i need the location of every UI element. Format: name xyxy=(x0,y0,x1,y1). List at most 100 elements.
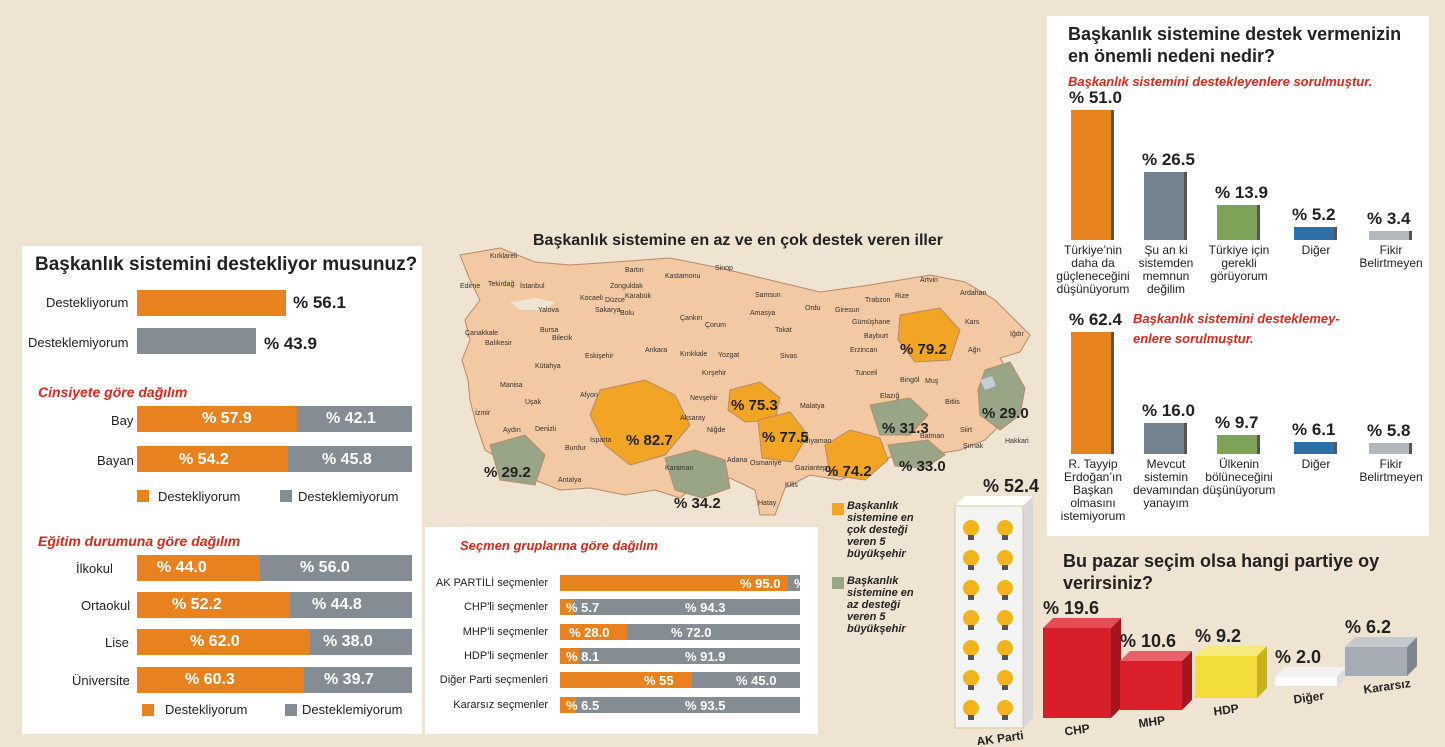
map-city-label: Trabzon xyxy=(865,297,891,304)
reason-bar-label-line: Erdoğan’ın xyxy=(1063,470,1123,484)
map-city-label: Yalova xyxy=(538,307,559,314)
support-no-value: % 43.9 xyxy=(264,334,317,353)
reason-bar-label-line: Ülkenin xyxy=(1218,457,1260,471)
reason-bar-value: % 16.0 xyxy=(1142,401,1195,420)
edu-ortaokul-label: Ortaokul xyxy=(81,598,131,613)
map-city-label: Bursa xyxy=(540,327,558,334)
map-city-label: Kırklareli xyxy=(490,253,518,260)
reason-bar-value: % 5.2 xyxy=(1292,205,1336,224)
map-city-label: Tokat xyxy=(775,327,792,334)
gender-bay-yes-value: % 57.9 xyxy=(202,410,252,427)
support-no-bar xyxy=(137,328,256,354)
ak-bulb-base-icon xyxy=(1002,565,1008,570)
voter-no-value: % 45.0 xyxy=(736,673,777,689)
voter-yes-value: % 55 xyxy=(644,673,674,689)
edu-ilkokul-no-value: % 56.0 xyxy=(300,559,350,576)
reason-bar-value: % 5.8 xyxy=(1367,421,1411,440)
sanliurfa-region xyxy=(824,429,889,481)
reason-bar-label-line: Diğer xyxy=(1301,457,1331,471)
edu-ilkokul-yes-value: % 44.0 xyxy=(157,559,207,576)
mersin-region xyxy=(664,449,731,499)
voter-yes-value: % 8.1 xyxy=(566,648,600,664)
map-city-label: Samsun xyxy=(755,292,781,299)
voter-no-bar xyxy=(576,696,800,713)
map-city-labels: Kırklareli Edirne Tekirdağ İstanbul Bartın Ka… xyxy=(460,253,1029,507)
gender-bayan-label: Bayan xyxy=(97,453,134,468)
vote-bar-top xyxy=(1043,618,1121,628)
edu-ortaokul-yes-value: % 52.2 xyxy=(172,596,222,613)
konya-region xyxy=(589,379,691,466)
erzurum-region xyxy=(897,307,961,363)
map-city-label: Adana xyxy=(727,457,747,464)
map-legend-least: Başkanlık sistemine en az desteği veren … xyxy=(847,575,914,635)
map-city-label: Kastamonu xyxy=(665,273,701,280)
reason-bar-value: % 62.4 xyxy=(1069,310,1122,329)
map-value-mugla: % 29.2 xyxy=(484,464,531,481)
map-city-label: Ardahan xyxy=(960,290,987,297)
map-city-label: Giresun xyxy=(835,307,860,314)
gender-bayan-yes-bar xyxy=(137,446,288,472)
map-value-mardin: % 33.0 xyxy=(899,458,946,475)
vote-bar-side xyxy=(1111,618,1121,718)
map-value-kayseri: % 75.3 xyxy=(731,397,778,414)
map-city-label: Kırşehir xyxy=(702,370,727,377)
map-city-label: Rize xyxy=(895,293,909,300)
ak-bulb-icon xyxy=(963,550,979,566)
map-city-label: Edirne xyxy=(460,283,480,290)
reason-title-1: Başkanlık sistemine destek vermenizin xyxy=(1068,24,1402,44)
vote-bar-side xyxy=(1407,637,1417,676)
map-city-label: Ordu xyxy=(805,305,821,312)
voter-no-bar xyxy=(788,575,800,591)
reason-bar-label-line: daha da xyxy=(1071,256,1115,270)
vote-bar-top xyxy=(955,496,1033,506)
ak-bulb-base-icon xyxy=(1002,595,1008,600)
voter-yes-bar xyxy=(560,599,574,616)
ak-bulb-icon xyxy=(963,580,979,596)
map-city-label: Çankırı xyxy=(680,315,703,322)
reason-bar-value: % 9.7 xyxy=(1215,413,1259,432)
map-city-label: Kilis xyxy=(785,482,798,489)
reason-bar-label-line: değilim xyxy=(1146,282,1185,296)
reason-bar-label-line: Fikir xyxy=(1379,243,1403,257)
voter-yes-bar xyxy=(560,672,692,689)
ak-bulb-icon xyxy=(997,700,1013,716)
map-value-kmaras: % 77.5 xyxy=(762,429,809,446)
vote-bar-top xyxy=(1120,651,1192,661)
lake-van xyxy=(980,376,996,390)
reason-bar-label: Fikir Belirtmeyen xyxy=(1351,458,1431,484)
map-city-label: Sivas xyxy=(780,353,798,360)
reason-bar-label: Türkiye için gerekli görüyorum xyxy=(1199,244,1279,283)
vote-bar-value: % 19.6 xyxy=(1043,598,1099,618)
map-legend-least-swatch xyxy=(832,577,844,589)
reason-title-2: en önemli nedeni nedir? xyxy=(1068,46,1276,66)
vote-bar-side xyxy=(1337,667,1347,686)
map-city-label: Kars xyxy=(965,319,980,326)
vote-bar-value: % 10.6 xyxy=(1120,631,1176,651)
map-city-label: Nevşehir xyxy=(690,395,718,402)
ak-bulb-base-icon xyxy=(1002,655,1008,660)
map-value-erzurum: % 79.2 xyxy=(900,341,947,358)
reason-bar-label-line: sistemin xyxy=(1143,470,1188,484)
edu-universite-label: Üniversite xyxy=(72,673,130,688)
map-city-label: Düzce xyxy=(605,297,625,304)
voter-yes-bar xyxy=(560,623,627,640)
map-city-label: Çorum xyxy=(705,322,726,329)
map-city-label: Adıyaman xyxy=(800,438,832,445)
reason-bar-label-line: Türkiye’nin xyxy=(1063,243,1123,257)
vote-bar-top xyxy=(1275,667,1347,677)
ak-bulb-base-icon xyxy=(968,595,974,600)
map-city-label: Isparta xyxy=(590,437,612,444)
map-city-label: Denizli xyxy=(535,426,556,433)
ak-bulb-base-icon xyxy=(1002,535,1008,540)
edu-lise-label: Lise xyxy=(105,635,129,650)
map-city-label: Balıkesir xyxy=(485,340,513,347)
reason-bar-label-line: Diğer xyxy=(1301,243,1331,257)
edu-legend-no: Desteklemiyorum xyxy=(302,702,403,717)
voter-no-value: % 94.3 xyxy=(685,600,726,616)
map-city-label: Gümüşhane xyxy=(852,319,890,326)
vote-title-2: verirsiniz? xyxy=(1063,573,1154,593)
voter-yes-bar xyxy=(560,575,788,591)
map-city-label: Aydın xyxy=(503,427,521,434)
vote-bar-label: HDP xyxy=(1213,701,1240,718)
vote-bar-top xyxy=(1345,637,1417,647)
